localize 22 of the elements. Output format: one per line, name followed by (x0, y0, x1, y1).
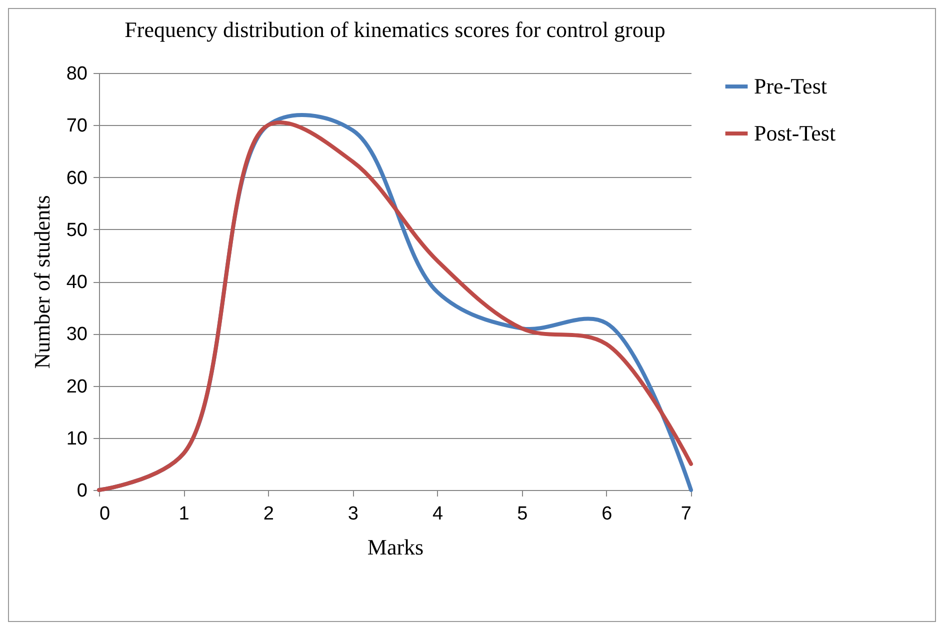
x-tick-label: 3 (348, 504, 359, 524)
y-axis-title: Number of students (29, 195, 54, 369)
x-tick-label: 7 (680, 504, 692, 524)
chart-title: Frequency distribution of kinematics scores for control group (124, 17, 666, 42)
y-tick-label: 0 (76, 480, 88, 502)
y-tick-label: 60 (66, 168, 88, 189)
y-tick-label: 50 (66, 220, 88, 241)
x-tick-label: 4 (432, 504, 444, 524)
legend-label: Post-Test (754, 120, 836, 146)
y-tick-label: 10 (66, 428, 88, 450)
x-tick-label: 6 (602, 504, 612, 524)
legend-label: Pre-Test (754, 74, 827, 98)
x-tick-label: 1 (178, 504, 190, 524)
y-tick-label: 20 (66, 376, 88, 398)
y-tick-label: 30 (66, 324, 88, 346)
x-tick-label: 0 (100, 504, 110, 524)
y-tick-label: 80 (66, 64, 88, 84)
x-tick-label: 5 (517, 504, 528, 524)
x-tick-label: 2 (263, 504, 274, 524)
x-axis-title: Marks (367, 534, 424, 560)
y-tick-label: 40 (66, 272, 88, 293)
y-tick-label: 70 (66, 116, 88, 137)
